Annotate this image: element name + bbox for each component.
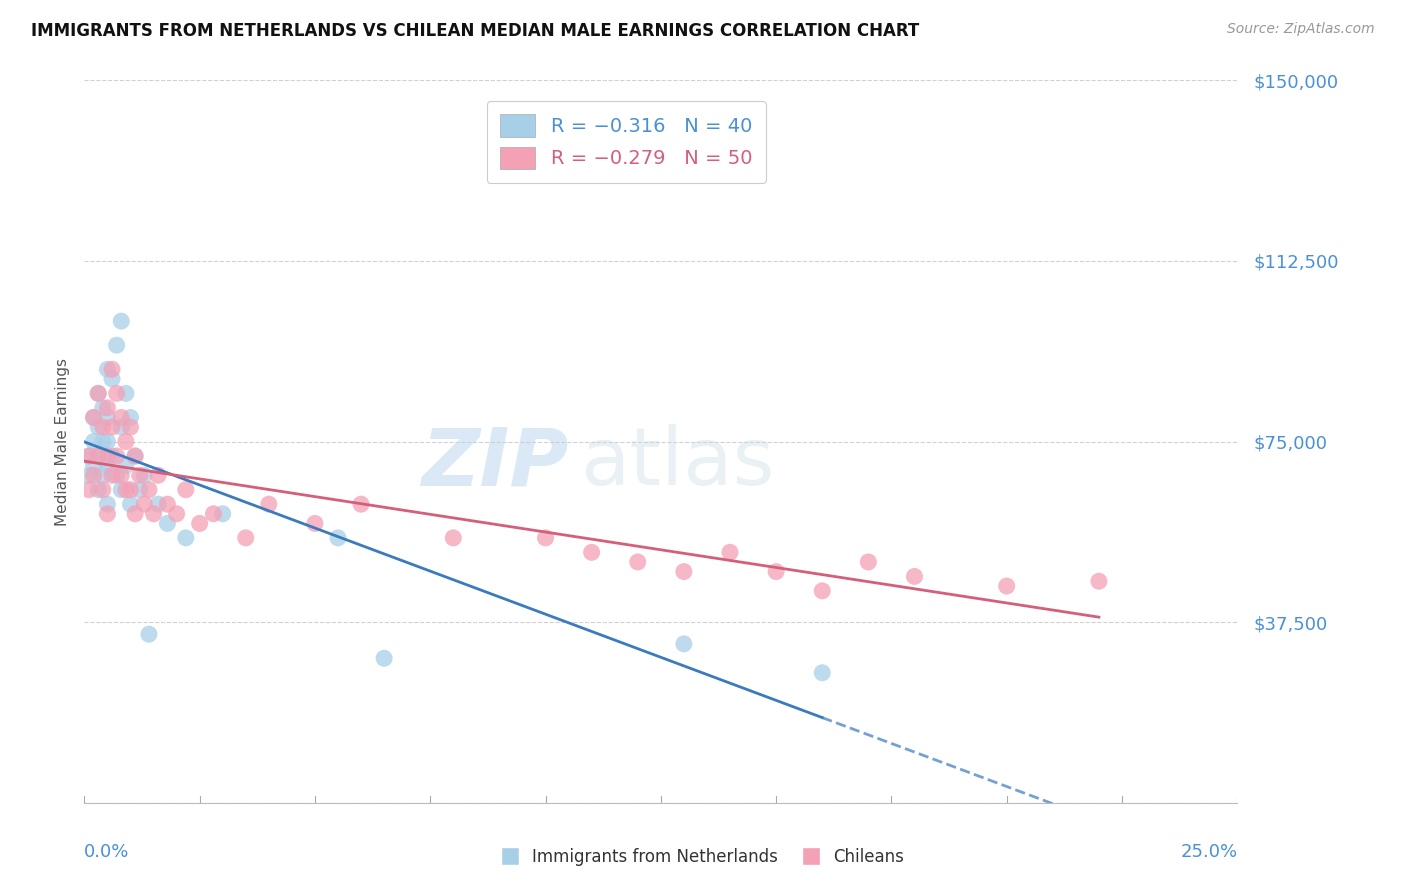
Point xyxy=(202,507,225,521)
Point xyxy=(146,468,169,483)
Point xyxy=(858,555,880,569)
Point xyxy=(87,420,110,434)
Text: ZIP: ZIP xyxy=(422,425,568,502)
Point xyxy=(995,579,1018,593)
Point xyxy=(166,507,188,521)
Point xyxy=(96,401,118,415)
Text: atlas: atlas xyxy=(581,425,775,502)
Point xyxy=(765,565,787,579)
Point xyxy=(96,434,118,449)
Point xyxy=(142,507,165,521)
Point xyxy=(83,458,105,473)
Point xyxy=(101,372,124,386)
Point xyxy=(124,449,146,463)
Point xyxy=(96,507,118,521)
Point xyxy=(120,410,142,425)
Point xyxy=(91,434,114,449)
Point xyxy=(83,468,105,483)
Point xyxy=(124,507,146,521)
Y-axis label: Median Male Earnings: Median Male Earnings xyxy=(55,358,70,525)
Point xyxy=(174,531,197,545)
Point xyxy=(326,531,349,545)
Point xyxy=(534,531,557,545)
Point xyxy=(811,665,834,680)
Point xyxy=(110,420,132,434)
Point xyxy=(134,468,156,483)
Point xyxy=(87,449,110,463)
Point xyxy=(120,483,142,497)
Point xyxy=(138,483,160,497)
Point xyxy=(672,565,695,579)
Point xyxy=(903,569,925,583)
Point xyxy=(77,483,100,497)
Point xyxy=(105,338,128,352)
Point xyxy=(101,449,124,463)
Point xyxy=(91,420,114,434)
Point xyxy=(115,434,138,449)
Point xyxy=(138,627,160,641)
Point xyxy=(211,507,233,521)
Point xyxy=(77,449,100,463)
Point xyxy=(101,420,124,434)
Point xyxy=(105,468,128,483)
Text: Source: ZipAtlas.com: Source: ZipAtlas.com xyxy=(1227,22,1375,37)
Point xyxy=(105,449,128,463)
Point xyxy=(96,449,118,463)
Point xyxy=(115,458,138,473)
Point xyxy=(581,545,603,559)
Point xyxy=(110,468,132,483)
Point xyxy=(110,483,132,497)
Point xyxy=(120,420,142,434)
Point xyxy=(77,468,100,483)
Point xyxy=(124,449,146,463)
Text: 0.0%: 0.0% xyxy=(84,843,129,861)
Point xyxy=(91,401,114,415)
Point xyxy=(156,516,179,531)
Point xyxy=(304,516,326,531)
Point xyxy=(96,458,118,473)
Point xyxy=(91,468,114,483)
Point xyxy=(87,386,110,401)
Point xyxy=(811,583,834,598)
Point xyxy=(120,497,142,511)
Point xyxy=(672,637,695,651)
Point xyxy=(105,386,128,401)
Point xyxy=(77,449,100,463)
Point xyxy=(128,483,150,497)
Point xyxy=(257,497,280,511)
Legend: R = −0.316   N = 40, R = −0.279   N = 50: R = −0.316 N = 40, R = −0.279 N = 50 xyxy=(486,101,766,183)
Point xyxy=(1088,574,1111,589)
Point xyxy=(350,497,373,511)
Point xyxy=(146,497,169,511)
Point xyxy=(96,410,118,425)
Point xyxy=(156,497,179,511)
Legend: Immigrants from Netherlands, Chileans: Immigrants from Netherlands, Chileans xyxy=(495,842,911,873)
Point xyxy=(188,516,211,531)
Point xyxy=(373,651,395,665)
Point xyxy=(96,497,118,511)
Point xyxy=(174,483,197,497)
Point xyxy=(627,555,650,569)
Text: 25.0%: 25.0% xyxy=(1180,843,1237,861)
Point xyxy=(441,531,464,545)
Point xyxy=(87,483,110,497)
Point xyxy=(96,362,118,376)
Point xyxy=(128,468,150,483)
Point xyxy=(134,497,156,511)
Point xyxy=(91,483,114,497)
Point xyxy=(83,410,105,425)
Point xyxy=(115,483,138,497)
Point xyxy=(83,410,105,425)
Point xyxy=(83,434,105,449)
Point xyxy=(115,386,138,401)
Point xyxy=(87,449,110,463)
Point xyxy=(718,545,741,559)
Point xyxy=(101,468,124,483)
Point xyxy=(110,410,132,425)
Point xyxy=(101,362,124,376)
Point xyxy=(235,531,257,545)
Text: IMMIGRANTS FROM NETHERLANDS VS CHILEAN MEDIAN MALE EARNINGS CORRELATION CHART: IMMIGRANTS FROM NETHERLANDS VS CHILEAN M… xyxy=(31,22,920,40)
Point xyxy=(87,386,110,401)
Point xyxy=(110,314,132,328)
